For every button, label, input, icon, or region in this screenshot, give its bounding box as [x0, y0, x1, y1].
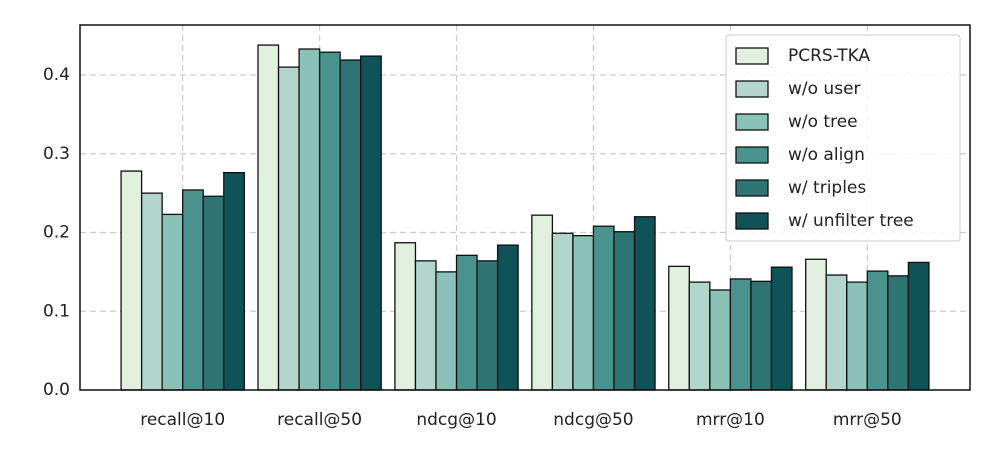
- bar: [887, 275, 910, 391]
- bar: [846, 281, 868, 391]
- plot-frame: [79, 24, 971, 391]
- bar: [257, 44, 280, 391]
- bar: [202, 195, 225, 391]
- bar: [394, 242, 417, 391]
- legend-label: w/ triples: [788, 178, 866, 198]
- x-tick-label: recall@50: [277, 410, 362, 430]
- bar: [140, 192, 163, 391]
- x-tick-label: mrr@10: [696, 410, 765, 430]
- bar: [318, 51, 341, 391]
- legend-label: w/ unfilter tree: [788, 211, 914, 231]
- legend-label: PCRS-TKA: [788, 46, 871, 66]
- bar: [709, 289, 732, 391]
- bar: [572, 235, 595, 391]
- bar: [455, 254, 478, 391]
- bar: [770, 266, 793, 391]
- bar: [866, 270, 889, 391]
- bar: [182, 189, 204, 391]
- y-tick-label: 0.2: [43, 223, 70, 243]
- bar: [223, 172, 245, 391]
- bar: [750, 280, 773, 391]
- bar: [688, 281, 711, 391]
- legend-box: [725, 34, 961, 242]
- bar: [592, 225, 615, 391]
- bar: [298, 48, 321, 391]
- bar: [414, 260, 437, 391]
- legend-swatch: [735, 146, 769, 164]
- legend-label: w/o align: [788, 145, 865, 165]
- bar: [805, 258, 827, 391]
- bar: [476, 260, 499, 391]
- y-tick-label: 0.1: [43, 301, 70, 321]
- legend-label: w/o user: [788, 79, 861, 99]
- bar: [825, 274, 848, 391]
- legend: PCRS-TKA w/o user w/o tree w/o align w/ trip…: [725, 34, 961, 242]
- x-tick-label: mrr@50: [833, 410, 902, 430]
- bar: [339, 59, 362, 391]
- y-tick-label: 0.3: [43, 144, 70, 164]
- bar: [360, 55, 382, 391]
- x-tick-label: recall@10: [140, 410, 225, 430]
- legend-swatch: [735, 212, 769, 230]
- legend-swatch: [735, 80, 769, 98]
- bar: [907, 261, 930, 391]
- bar: [531, 214, 554, 391]
- y-tick-label: 0.4: [43, 65, 70, 85]
- bar: [496, 244, 519, 391]
- bar: [633, 216, 656, 391]
- y-tick-label: 0.0: [43, 380, 70, 400]
- bar: [120, 170, 143, 391]
- bar: [277, 66, 300, 391]
- legend-swatch: [735, 47, 769, 65]
- x-tick-label: ndcg@50: [553, 410, 633, 430]
- bar: [729, 278, 752, 391]
- legend-swatch: [735, 113, 769, 131]
- legend-label: w/o tree: [788, 112, 858, 132]
- bar: [435, 271, 458, 391]
- legend-swatch: [735, 179, 769, 197]
- bar: [668, 265, 690, 391]
- bar: [161, 213, 184, 391]
- bar: [613, 231, 636, 391]
- x-tick-label: ndcg@10: [416, 410, 496, 430]
- bar: [551, 232, 574, 391]
